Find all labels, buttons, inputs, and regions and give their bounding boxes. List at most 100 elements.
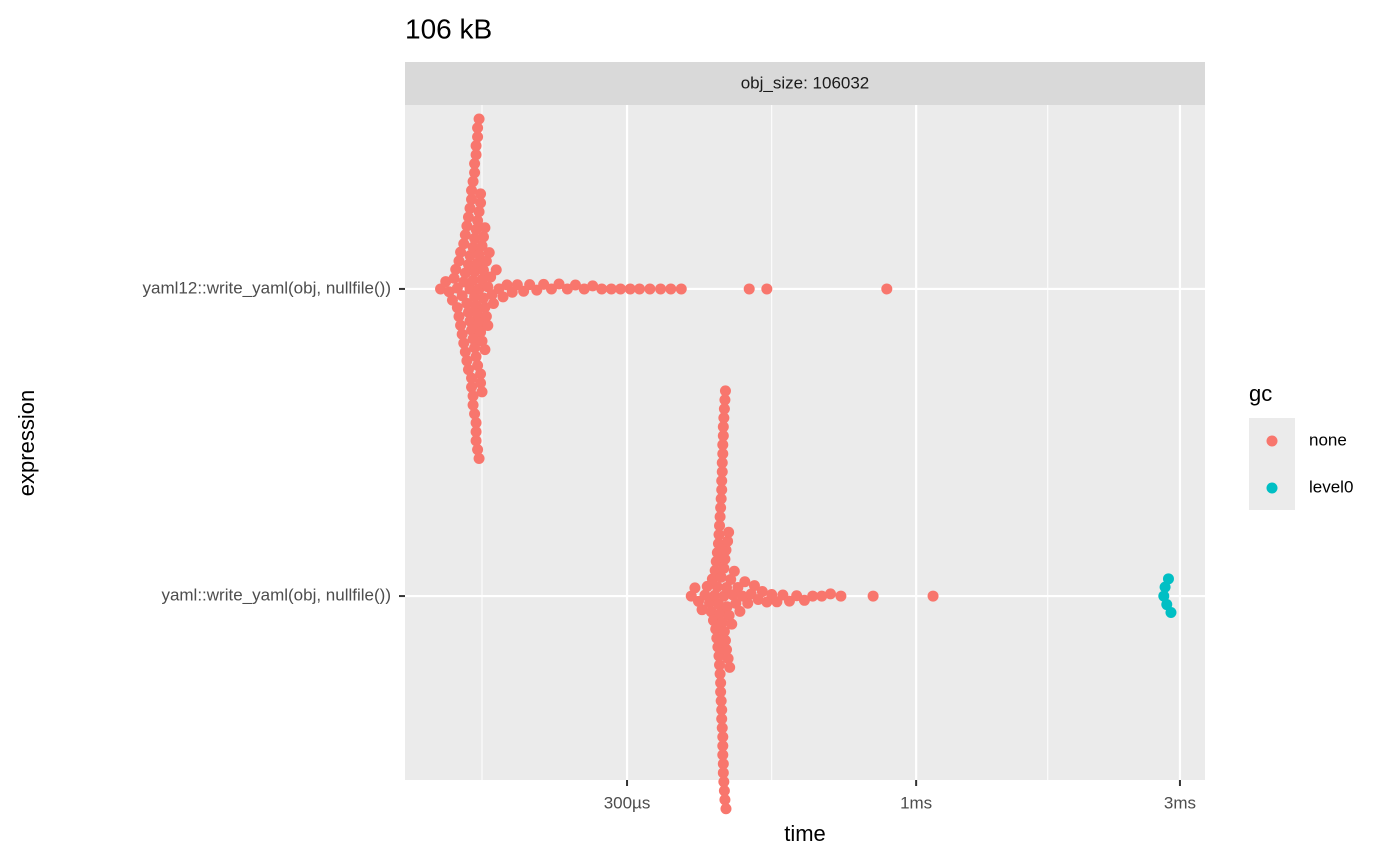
chart-title: 106 kB	[405, 13, 492, 44]
point	[469, 167, 481, 179]
point	[464, 250, 476, 262]
y-axis-title: expression	[14, 390, 39, 496]
point	[719, 394, 731, 406]
point	[464, 315, 476, 327]
point	[475, 368, 487, 380]
point	[711, 547, 723, 559]
point	[469, 266, 481, 278]
point	[462, 211, 474, 223]
point	[706, 573, 718, 585]
point	[719, 635, 731, 647]
point	[726, 618, 738, 630]
point	[724, 661, 736, 673]
point	[453, 255, 465, 267]
point	[716, 713, 728, 725]
point	[461, 220, 473, 232]
point	[477, 292, 489, 304]
point	[718, 403, 730, 415]
point	[719, 385, 731, 397]
point	[470, 149, 482, 161]
point	[476, 386, 488, 398]
point	[714, 668, 726, 680]
point	[716, 722, 728, 734]
point	[456, 328, 468, 340]
point	[712, 538, 724, 550]
point	[476, 335, 488, 347]
point	[469, 408, 481, 420]
point	[470, 223, 482, 235]
point	[696, 604, 708, 616]
x-axis-title: time	[784, 821, 826, 846]
point	[487, 298, 499, 310]
point	[707, 614, 719, 626]
point	[466, 324, 478, 336]
point	[716, 704, 728, 716]
point	[718, 625, 730, 637]
point	[472, 360, 484, 372]
point	[835, 590, 847, 602]
point	[462, 364, 474, 376]
point	[473, 283, 485, 295]
point	[712, 598, 724, 610]
point	[715, 677, 727, 689]
point	[716, 616, 728, 628]
legend-label: none	[1309, 430, 1347, 449]
point	[718, 785, 730, 797]
point	[748, 580, 760, 592]
point	[719, 794, 731, 806]
point	[483, 247, 495, 259]
point	[472, 215, 484, 227]
point	[715, 502, 727, 514]
point	[715, 695, 727, 707]
point	[665, 283, 677, 295]
point	[466, 372, 478, 384]
point	[715, 686, 727, 698]
point	[578, 283, 590, 295]
point	[725, 574, 737, 586]
point	[459, 346, 471, 358]
x-tick-label: 1ms	[900, 793, 932, 812]
point	[716, 457, 728, 469]
point	[722, 535, 734, 547]
point	[721, 601, 733, 613]
point	[480, 310, 492, 322]
point	[469, 232, 481, 244]
y-tick-label: yaml::write_yaml(obj, nullfile())	[161, 586, 391, 605]
point	[718, 562, 730, 574]
strip	[405, 62, 1205, 105]
point	[490, 264, 502, 276]
point	[466, 381, 478, 393]
point	[472, 122, 484, 134]
point	[723, 610, 735, 622]
point	[718, 590, 730, 602]
point	[473, 452, 485, 464]
point	[470, 426, 482, 438]
point	[717, 740, 729, 752]
point	[587, 280, 599, 292]
point	[675, 283, 687, 295]
strip-label: obj_size: 106032	[741, 73, 870, 92]
point	[464, 202, 476, 214]
point	[723, 526, 735, 538]
point	[473, 113, 485, 125]
point	[470, 140, 482, 152]
point	[717, 439, 729, 451]
point	[717, 448, 729, 460]
point	[716, 484, 728, 496]
point	[714, 607, 726, 619]
point	[479, 301, 491, 313]
point	[477, 231, 489, 243]
legend-key	[1266, 435, 1278, 447]
point	[824, 588, 836, 600]
point	[473, 248, 485, 260]
point	[467, 333, 479, 345]
legend-key	[1266, 482, 1278, 494]
point	[473, 317, 485, 329]
point	[710, 556, 722, 568]
point	[714, 511, 726, 523]
point	[716, 466, 728, 478]
point	[717, 758, 729, 770]
point	[473, 206, 485, 218]
